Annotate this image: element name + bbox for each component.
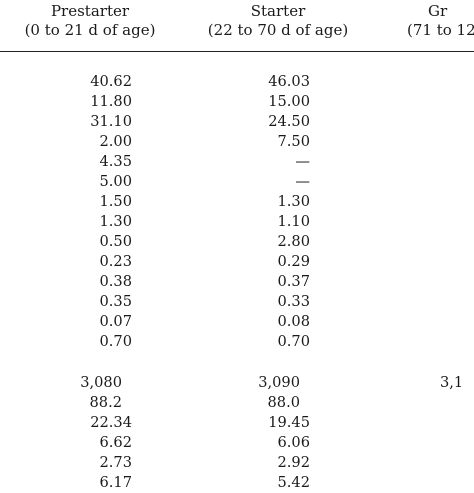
table-cell: 0.35 — [99, 293, 133, 310]
table-cell: 2.92 — [277, 454, 311, 471]
table-cell: 2.73 — [99, 454, 133, 471]
table-cell: 4.35 — [99, 153, 133, 170]
table-cell: 0.08 — [277, 313, 311, 330]
table-cell: 1.30 — [99, 213, 133, 230]
table-cell: 0.38 — [99, 273, 133, 290]
header-prestarter-subtitle: (0 to 21 d of age) — [24, 21, 156, 39]
table-cell: 3,080 — [80, 374, 122, 391]
header-starter-title: Starter — [250, 2, 306, 20]
table-cell: 6.62 — [99, 434, 133, 451]
table-cell: 0.07 — [99, 313, 133, 330]
table-cell: 3,090 — [258, 374, 300, 391]
table-cell: 6.17 — [99, 474, 133, 491]
header-starter-subtitle: (22 to 70 d of age) — [207, 21, 349, 39]
table-cell: 1.30 — [277, 193, 311, 210]
table-cell: 0.33 — [277, 293, 311, 310]
table-cell: 5.00 — [99, 173, 133, 190]
table-cell: 0.70 — [277, 333, 311, 350]
table-cell: — — [295, 173, 310, 190]
table-cell: 0.23 — [99, 253, 133, 270]
header-rule — [0, 51, 474, 52]
table-cell: 1.50 — [99, 193, 133, 210]
table-cell: 0.70 — [99, 333, 133, 350]
table-cell: 88.0 — [267, 394, 301, 411]
table-cell: 7.50 — [277, 133, 311, 150]
header-starter: Starter (22 to 70 d of age) — [198, 2, 358, 40]
table-cell: 2.80 — [277, 233, 311, 250]
table-cell: 2.00 — [99, 133, 133, 150]
header-grower: Gr (71 to 12 — [400, 2, 474, 40]
table-cell: 31.10 — [90, 113, 132, 130]
table-cell: 0.29 — [277, 253, 311, 270]
table-cell: 22.34 — [90, 414, 132, 431]
table-cell: 88.2 — [89, 394, 123, 411]
header-prestarter: Prestarter (0 to 21 d of age) — [10, 2, 170, 40]
table-cell: 40.62 — [90, 73, 132, 90]
header-grower-title: Gr — [428, 2, 448, 20]
header-prestarter-title: Prestarter — [50, 2, 130, 20]
table-cell: 46.03 — [268, 73, 310, 90]
table-cell: 5.42 — [277, 474, 311, 491]
table-cell: 15.00 — [268, 93, 310, 110]
table-cell-grower-partial: 3,1 — [440, 374, 464, 391]
table-cell: 0.37 — [277, 273, 311, 290]
table-cell: 6.06 — [277, 434, 311, 451]
table-cell: 24.50 — [268, 113, 310, 130]
header-grower-subtitle: (71 to 12 — [407, 21, 474, 39]
table-cell: 19.45 — [268, 414, 310, 431]
table-cell: — — [295, 153, 310, 170]
table-cell: 0.50 — [99, 233, 133, 250]
table-cell: 11.80 — [90, 93, 132, 110]
table-cell: 1.10 — [277, 213, 311, 230]
